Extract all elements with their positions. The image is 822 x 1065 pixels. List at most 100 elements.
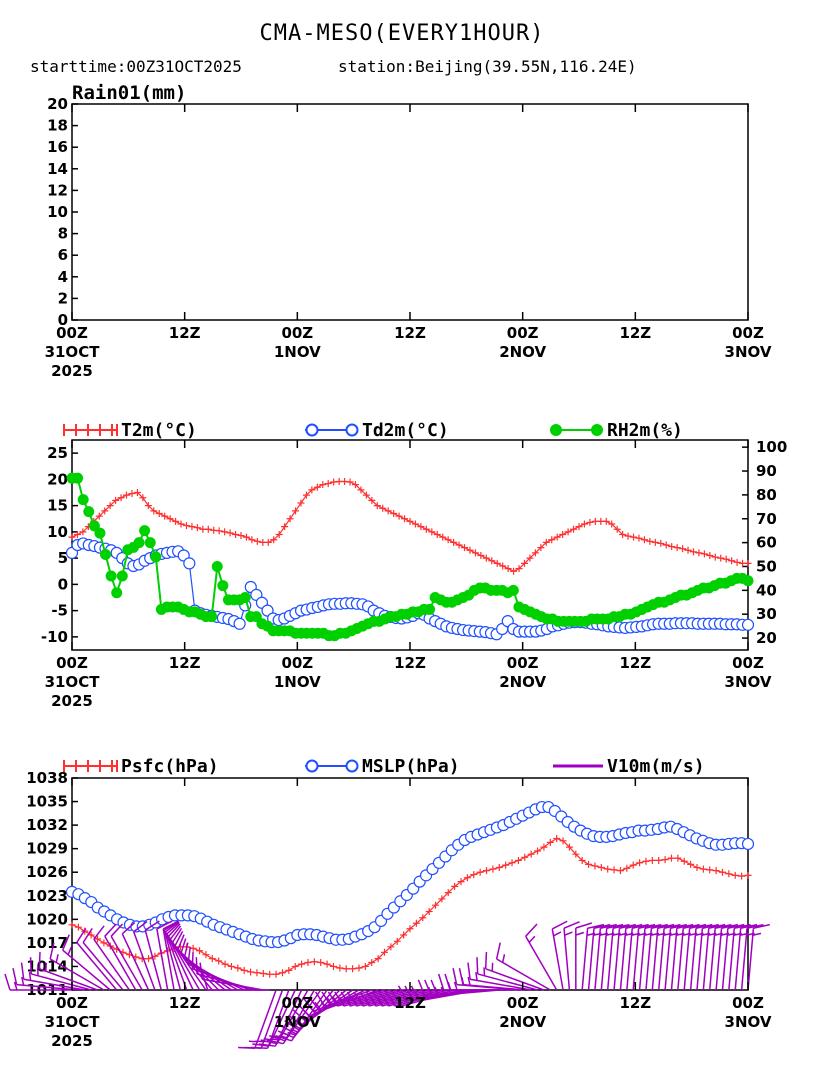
wind-barb-feather — [133, 920, 148, 933]
wind-barb-feather — [600, 923, 617, 929]
psfc-point — [712, 867, 720, 875]
t2m-point — [193, 524, 201, 532]
temp-legend: T2m(°C) Td2m(°C) RH2m(%) — [63, 420, 683, 441]
t2m-point — [112, 496, 120, 504]
wind-barb — [327, 989, 398, 1007]
t2m-point — [651, 538, 659, 546]
y-tick-label-right: 40 — [756, 581, 777, 599]
wind-barb-feather — [174, 930, 184, 947]
psfc-point — [285, 966, 293, 974]
psfc-point — [591, 862, 599, 870]
t2m-point — [368, 496, 376, 504]
wind-barb-staff — [93, 938, 131, 991]
t2m-point — [428, 528, 436, 536]
wind-barb-feather — [93, 925, 105, 940]
wind-barb-staff — [104, 935, 137, 991]
wind-barb — [156, 920, 173, 991]
wind-barb — [132, 920, 156, 991]
psfc-point — [100, 939, 108, 947]
wind-barb-feather — [76, 927, 87, 943]
wind-barb-half-feather — [370, 996, 377, 1005]
t2m-point — [640, 536, 648, 544]
y-tick-label: 0 — [58, 575, 68, 593]
wind-barb-staff — [76, 942, 118, 991]
wind-barb-half-feather — [345, 996, 352, 1005]
rh2m-point — [507, 584, 519, 596]
y-tick-label: -5 — [51, 602, 68, 620]
wind-barb-feather — [179, 938, 187, 955]
t2m-point — [346, 478, 354, 486]
series-t2m — [68, 477, 752, 575]
psfc-point — [253, 969, 261, 977]
x-tick-label: 31OCT — [45, 1013, 101, 1031]
psfc-point — [444, 889, 452, 897]
wind-barb-feather — [695, 923, 713, 929]
wind-barb-feather — [378, 991, 390, 1007]
wind-barb-staff — [619, 928, 627, 991]
x-tick-label: 12Z — [619, 324, 651, 342]
wind-barb — [359, 989, 430, 1007]
wind-barb-staff — [31, 973, 92, 991]
wind-barb-feather — [20, 962, 25, 980]
t2m-point — [689, 548, 697, 556]
wind-barb-feather — [171, 927, 183, 943]
rh2m-point — [150, 551, 162, 563]
wind-barb — [484, 952, 545, 991]
t2m-point — [351, 481, 359, 489]
t2m-point — [471, 549, 479, 557]
wind-barb-feather — [424, 979, 432, 996]
starttime-label: starttime:00Z31OCT2025 — [30, 57, 242, 76]
wind-barb-staff — [728, 928, 736, 991]
y-tick-label: 1017 — [26, 934, 68, 952]
x-tick-label: 00Z — [507, 994, 539, 1012]
wind-barb-feather — [525, 923, 538, 937]
wind-barb-staff — [477, 973, 538, 991]
series-td2m — [65, 537, 755, 641]
t2m-point — [466, 546, 474, 554]
psfc-point — [406, 925, 414, 933]
wind-barb-staff — [734, 928, 742, 991]
t2m-point — [292, 507, 300, 515]
y-tick-label-right: 80 — [756, 486, 777, 504]
wind-barb-feather — [302, 997, 315, 1012]
t2m-point — [542, 538, 550, 546]
t2m-point — [673, 544, 681, 552]
psfc-point — [610, 866, 618, 874]
t2m-point — [319, 481, 327, 489]
wind-barb-staff — [254, 989, 277, 1049]
wind-barb-staff — [82, 942, 124, 991]
pressure-legend: Psfc(hPa) MSLP(hPa) V10m(m/s) — [63, 756, 705, 777]
wind-barb-staff — [581, 928, 589, 991]
wind-barb — [166, 921, 194, 991]
x-tick-label: 00Z — [507, 654, 539, 672]
wind-barb-feather — [156, 920, 173, 930]
wind-barb-feather — [4, 973, 11, 991]
legend-psfc-marker — [63, 760, 118, 772]
y-tick-label: 4 — [58, 268, 68, 286]
wind-barb-feather — [280, 1025, 297, 1035]
t2m-point — [161, 512, 169, 520]
wind-barb-feather — [551, 920, 568, 930]
rh2m-point — [211, 560, 223, 572]
legend-td2m-marker — [305, 423, 359, 437]
wind-barb — [476, 957, 538, 991]
wind-barb-feather — [292, 1009, 306, 1022]
psfc-point — [323, 960, 331, 968]
wind-barb — [314, 989, 385, 1007]
wind-barb — [551, 920, 568, 991]
x-tick-label: 12Z — [169, 994, 201, 1012]
wind-barb — [525, 923, 558, 991]
psfc-point — [731, 871, 739, 879]
t2m-point — [586, 518, 594, 526]
t2m-point — [515, 565, 523, 573]
y-tick-label: 1014 — [26, 957, 68, 975]
x-tick-label: 00Z — [56, 994, 88, 1012]
t2m-point — [499, 562, 507, 570]
psfc-point — [546, 838, 554, 846]
x-tick-label: 2025 — [51, 1032, 93, 1050]
t2m-point — [106, 502, 114, 510]
psfc-point — [368, 959, 376, 967]
rh2m-point — [133, 537, 145, 549]
wind-barb — [164, 920, 188, 991]
